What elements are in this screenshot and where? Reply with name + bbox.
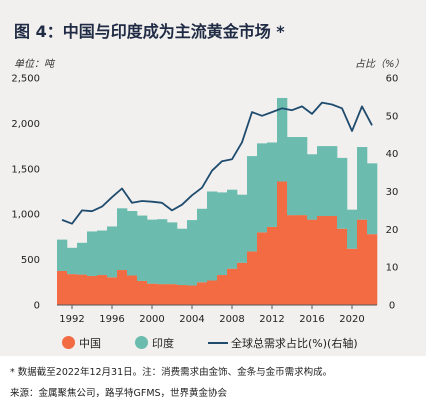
bar-china-2014 — [287, 215, 298, 305]
bar-china-2008 — [227, 268, 238, 305]
bar-china-1999 — [137, 280, 148, 305]
bar-china-1998 — [127, 275, 138, 305]
bar-india-2021 — [357, 147, 368, 220]
bar-china-1996 — [107, 277, 118, 305]
bar-india-1994 — [87, 231, 98, 276]
x-tick-label: 2016 — [299, 314, 324, 325]
bar-india-2009 — [237, 194, 248, 263]
bar-china-2009 — [237, 262, 248, 305]
bar-china-2015 — [297, 215, 308, 305]
bar-india-2015 — [297, 137, 308, 216]
y-right-tick-label: 0 — [389, 301, 395, 312]
bar-india-2010 — [247, 156, 258, 252]
bar-china-2011 — [257, 232, 268, 305]
bar-india-2020 — [347, 209, 358, 249]
legend-india-swatch — [135, 336, 148, 349]
bar-india-2014 — [287, 137, 298, 216]
bar-india-1995 — [97, 230, 108, 276]
bar-china-1997 — [117, 270, 128, 305]
y-left-tick-label: 0 — [34, 301, 40, 312]
bar-india-2008 — [227, 189, 238, 269]
bar-india-2005 — [197, 208, 208, 283]
bar-india-2022 — [367, 163, 378, 235]
bar-china-2007 — [217, 275, 228, 305]
y-right-tick-label: 10 — [386, 263, 399, 274]
x-tick-label: 2012 — [259, 314, 284, 325]
source-note: 来源：金属聚焦公司，路孚特GFMS，世界黄金协会 — [10, 388, 228, 399]
bar-india-1993 — [77, 242, 88, 275]
bar-china-1994 — [87, 275, 98, 305]
bar-india-2019 — [337, 157, 348, 229]
x-tick-label: 1992 — [59, 314, 84, 325]
bar-india-2006 — [207, 191, 218, 281]
chart-title: 图 4：中国与印度成为主流黄金市场 * — [14, 22, 285, 41]
bar-china-2018 — [327, 216, 338, 305]
bar-china-1995 — [97, 275, 108, 305]
bar-india-1992 — [67, 247, 78, 275]
bar-china-2019 — [337, 228, 348, 305]
bar-india-2018 — [327, 146, 338, 217]
bar-china-1992 — [67, 274, 78, 305]
x-tick-label: 2004 — [179, 314, 204, 325]
legend-china-swatch — [62, 336, 75, 349]
bar-india-1991 — [57, 239, 68, 271]
legend-share-swatch — [208, 342, 228, 344]
bar-india-2000 — [147, 219, 158, 284]
bar-china-2001 — [157, 284, 168, 305]
right-axis-unit: 占比（%） — [355, 59, 405, 70]
bar-china-2020 — [347, 248, 358, 305]
bar-china-2021 — [357, 219, 368, 305]
legend-india-label: 印度 — [152, 337, 174, 350]
bar-india-2001 — [157, 219, 168, 285]
bar-india-2016 — [307, 154, 318, 220]
bar-china-1993 — [77, 274, 88, 305]
x-tick-label: 2008 — [219, 314, 244, 325]
bar-india-2004 — [187, 220, 198, 286]
bar-india-2007 — [217, 192, 228, 276]
x-tick-label: 2020 — [339, 314, 364, 325]
x-tick-label: 2000 — [139, 314, 164, 325]
bar-china-2010 — [247, 251, 258, 305]
bar-china-2012 — [267, 226, 278, 305]
legend-share-label: 全球总需求占比(%)(右轴) — [231, 337, 358, 350]
bar-india-1998 — [127, 211, 138, 276]
y-right-tick-label: 30 — [386, 187, 399, 198]
bar-india-1997 — [117, 208, 128, 271]
bar-china-2000 — [147, 283, 158, 305]
bar-india-1996 — [107, 226, 118, 278]
bar-china-2003 — [177, 285, 188, 305]
y-left-tick-label: 2,500 — [11, 74, 40, 85]
footnote: * 数据截至2022年12月31日。注：消费需求由金饰、金条与金币需求构成。 — [10, 367, 333, 378]
bar-india-2003 — [177, 228, 188, 286]
bar-china-2022 — [367, 234, 378, 305]
bar-india-1999 — [137, 215, 148, 281]
y-right-tick-label: 60 — [386, 74, 399, 85]
y-left-tick-label: 1,000 — [11, 210, 40, 221]
x-tick-label: 1996 — [99, 314, 124, 325]
bar-china-2013 — [277, 181, 288, 305]
bar-india-2011 — [257, 143, 268, 233]
y-right-tick-label: 40 — [386, 149, 399, 160]
chart-svg: 0 500 1,000 1,500 2,000 2,500 0 10 20 30 40 50 60 199… — [11, 74, 399, 326]
bar-china-1991 — [57, 270, 68, 305]
share-line — [61, 101, 373, 225]
y-left-tick-label: 2,000 — [11, 119, 40, 130]
y-left-tick-label: 500 — [21, 255, 40, 266]
bar-china-2005 — [197, 282, 208, 305]
bar-india-2002 — [167, 222, 178, 285]
bar-china-2002 — [167, 284, 178, 305]
bar-china-2006 — [207, 280, 218, 305]
left-axis-unit: 单位：吨 — [14, 59, 54, 70]
bar-india-2013 — [277, 97, 288, 182]
y-right-tick-label: 50 — [386, 111, 399, 122]
y-left-tick-label: 1,500 — [11, 164, 40, 175]
bar-china-2017 — [317, 216, 328, 305]
legend-china-label: 中国 — [79, 337, 101, 350]
bar-india-2012 — [267, 142, 278, 227]
bar-india-2017 — [317, 146, 328, 217]
bar-china-2016 — [307, 219, 318, 305]
bar-china-2004 — [187, 285, 198, 305]
y-right-tick-label: 20 — [386, 225, 399, 236]
